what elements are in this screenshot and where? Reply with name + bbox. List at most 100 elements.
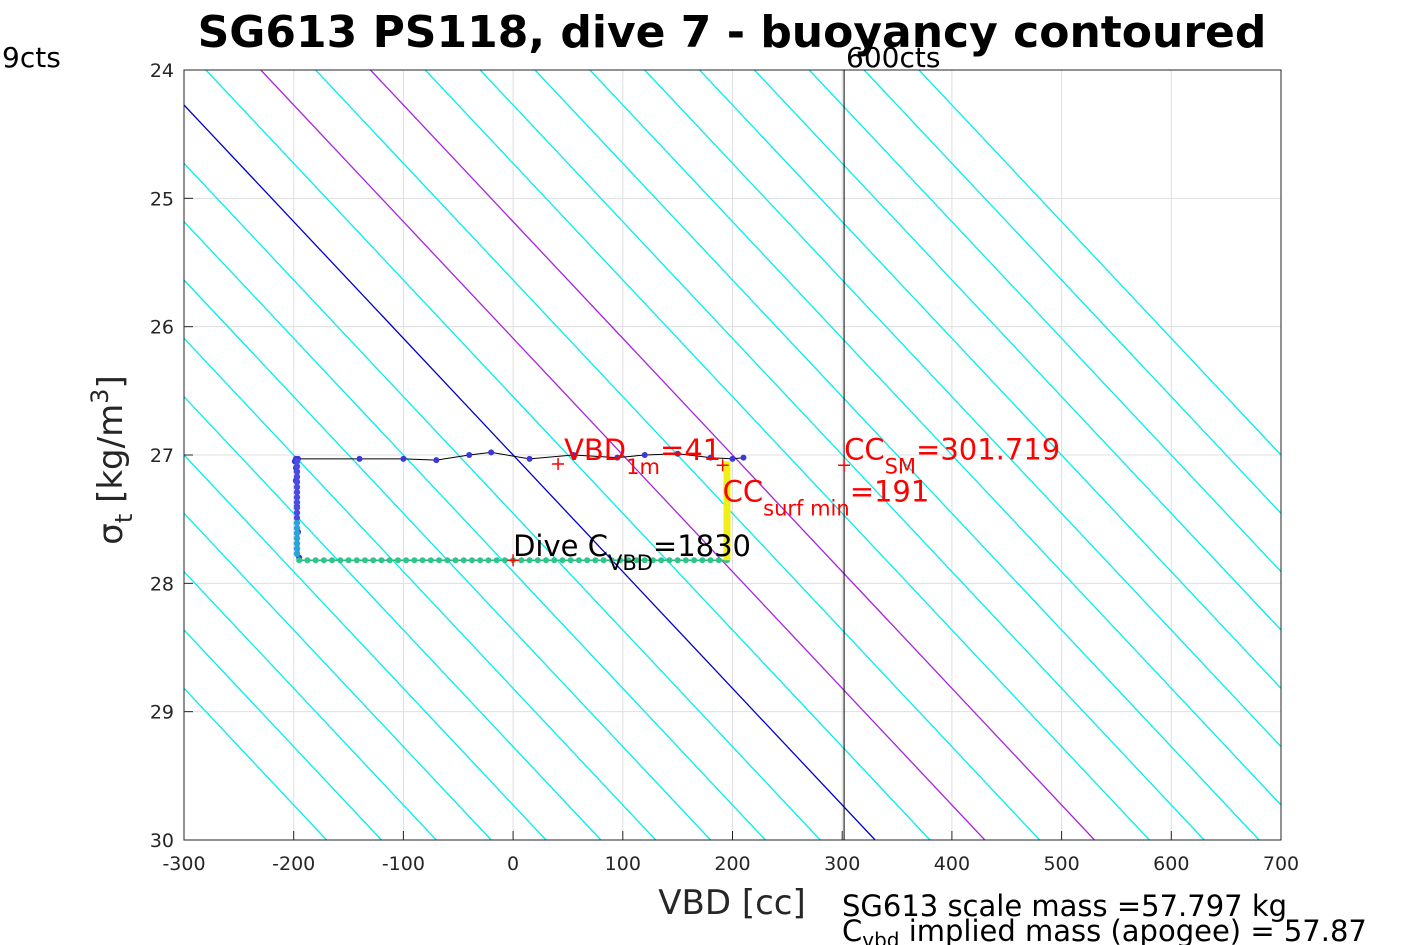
contour-line xyxy=(260,70,986,840)
bottom-point xyxy=(674,557,681,564)
bottom-point xyxy=(353,557,360,564)
bottom-point xyxy=(592,557,599,564)
bottom-point xyxy=(608,557,615,564)
bottom-point xyxy=(320,557,327,564)
bottom-point xyxy=(436,557,443,564)
bottom-point xyxy=(526,557,533,564)
profile-point xyxy=(400,455,407,462)
marker-label: CCsurf min=191 xyxy=(723,474,930,520)
bottom-point xyxy=(419,557,426,564)
marker-label-value: =191 xyxy=(850,474,930,508)
marker-label: Dive CVBD=1830 xyxy=(513,529,751,575)
chart-title: SG613 PS118, dive 7 - buoyancy contoured xyxy=(198,7,1267,58)
bottom-point xyxy=(304,557,311,564)
profile-point xyxy=(433,457,440,464)
contour-line xyxy=(184,687,328,840)
descent-point xyxy=(293,504,301,511)
profile-point xyxy=(526,455,533,462)
bottom-point xyxy=(370,557,377,564)
descent-point xyxy=(293,530,301,537)
contour-line xyxy=(184,395,602,840)
contour-line xyxy=(184,279,712,840)
bottom-point xyxy=(394,557,401,564)
bottom-point xyxy=(501,557,508,564)
bottom-point xyxy=(518,557,525,564)
x-tick-label: 400 xyxy=(934,853,970,875)
profile-point xyxy=(488,449,495,456)
x-tick-label: -200 xyxy=(272,853,315,875)
bottom-point xyxy=(411,557,418,564)
contour-line xyxy=(184,162,821,840)
y-tick-label: 30 xyxy=(150,830,174,852)
bottom-point xyxy=(427,557,434,564)
dive-data xyxy=(291,449,747,564)
contour-line xyxy=(534,70,1260,840)
profile-point xyxy=(674,450,681,457)
contour-line xyxy=(918,70,1281,456)
profile-point xyxy=(570,452,577,458)
descent-point xyxy=(293,545,301,552)
profile-point xyxy=(740,454,747,461)
bottom-point xyxy=(534,557,541,564)
bottom-point xyxy=(543,557,550,564)
y-axis-label-close: ] xyxy=(91,375,131,388)
bottom-point xyxy=(617,557,624,564)
profile-point xyxy=(729,455,736,462)
bottom-point xyxy=(633,557,640,564)
contour-line xyxy=(424,70,1150,840)
y-axis-label-sup: 3 xyxy=(86,389,114,404)
bottom-point xyxy=(468,557,475,564)
contour-line xyxy=(184,629,382,840)
bottom-point xyxy=(600,557,607,564)
footer-line-1: SG613 scale mass =57.797 kg xyxy=(842,889,1287,923)
descent-point xyxy=(293,514,301,522)
contour-line xyxy=(479,70,1205,840)
y-axis-label-sub: t xyxy=(110,514,138,523)
bottom-point xyxy=(658,557,665,564)
bottom-point xyxy=(362,557,369,564)
bottom-point xyxy=(329,557,336,564)
bottom-point xyxy=(296,557,303,564)
bottom-point xyxy=(584,557,591,564)
descent-point xyxy=(293,483,301,491)
contour-line xyxy=(699,70,1281,690)
bottom-point xyxy=(649,557,656,564)
bottom-point xyxy=(444,557,451,564)
marker-label-sub: surf min xyxy=(763,496,850,520)
bottom-point xyxy=(337,557,344,564)
profile-point xyxy=(614,454,621,461)
y-tick-label: 29 xyxy=(150,702,174,724)
descent-point xyxy=(293,468,301,475)
y-tick-label: 28 xyxy=(150,573,174,595)
contour-line xyxy=(184,220,766,840)
bottom-point xyxy=(691,557,698,564)
y-axis-label-units: [kg/m xyxy=(91,404,131,514)
bottom-point xyxy=(312,557,319,564)
top-right-annotation: 600cts xyxy=(846,41,940,74)
contour-line xyxy=(184,104,876,840)
top-left-annotation: 9cts xyxy=(2,41,61,74)
contour-line xyxy=(184,337,657,840)
descent-point xyxy=(293,524,301,532)
marker-label-value: =41 xyxy=(660,433,721,467)
bottom-point xyxy=(699,557,706,564)
contour-line xyxy=(863,70,1281,515)
contour-line xyxy=(753,70,1281,631)
marker-label-value: =1830 xyxy=(653,529,751,563)
marker-label-sub: SM xyxy=(885,454,916,478)
bottom-point xyxy=(567,557,574,564)
marker-label-main: CC xyxy=(723,474,764,508)
descent-point xyxy=(293,519,301,527)
bottom-point xyxy=(477,557,484,564)
profile-point xyxy=(356,455,363,462)
svg-text:σt [kg/m3]: σt [kg/m3] xyxy=(86,375,138,544)
marker-label-main: Dive C xyxy=(513,529,608,563)
bottom-point xyxy=(460,557,467,564)
x-tick-label: -100 xyxy=(382,853,425,875)
descent-point xyxy=(293,494,301,501)
bottom-point xyxy=(707,557,714,564)
marker-label: VBD1m=41 xyxy=(564,433,721,479)
y-tick-label: 25 xyxy=(150,188,174,210)
bottom-point xyxy=(378,557,385,564)
